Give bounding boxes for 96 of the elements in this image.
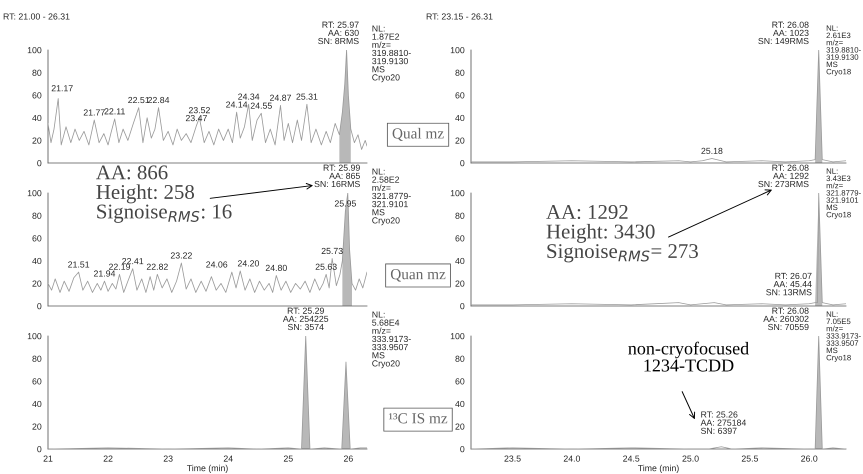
annotation: 21.51 xyxy=(68,261,90,268)
y-tick-label: 60 xyxy=(32,92,42,98)
annotation: 22.84 xyxy=(148,96,170,104)
y-tick-label: 60 xyxy=(455,235,464,242)
x-tick-label: 24 xyxy=(224,455,233,462)
y-tick-label: 80 xyxy=(32,356,42,362)
y-tick-label: 80 xyxy=(455,70,464,76)
y-tick-label: 80 xyxy=(455,356,464,362)
text: NL: 1.87E2 m/z= 319.8810- 319.9130 MS Cryo20 xyxy=(372,25,411,82)
x-tick-label: 25.0 xyxy=(682,455,699,462)
text: Qual mz xyxy=(392,128,444,141)
annotation: RT: 26.08 AA: 1292 SN: 273RMS xyxy=(758,164,809,188)
text: NL: 5.68E4 m/z= 333.9173- 333.9507 MS Cryo20 xyxy=(372,311,411,368)
y-tick-label: 40 xyxy=(32,400,42,408)
y-tick-label: 20 xyxy=(32,137,42,144)
annotation: RT: 26.08 AA: 260302 SN: 70559 xyxy=(763,308,809,330)
annotation: 22.82 xyxy=(146,264,168,270)
y-tick-label: 0 xyxy=(37,446,42,452)
y-tick-label: 40 xyxy=(32,114,42,122)
y-tick-label: 60 xyxy=(32,378,42,384)
annotation: RT: 25.26 AA: 275184 SN: 6397 xyxy=(700,411,746,434)
annotation: 22.51 xyxy=(128,96,150,104)
x-tick-label: 25.5 xyxy=(742,455,758,462)
y-tick-label: 100 xyxy=(28,190,42,196)
annotation: AA: 866 Height: 258 Signoise$_{RMS}$: 16 xyxy=(96,165,232,223)
x-axis-title: Time (min) xyxy=(638,464,679,473)
y-tick-label: 0 xyxy=(37,303,42,310)
text: ¹³C IS mz xyxy=(388,413,448,424)
y-tick-label: 0 xyxy=(460,160,464,166)
annotation: 22.11 xyxy=(104,108,125,114)
y-tick-label: 20 xyxy=(455,423,464,430)
line-series xyxy=(48,50,367,150)
x-axis-title: Time (min) xyxy=(186,464,228,473)
y-tick-label: 100 xyxy=(28,47,42,54)
x-tick-label: 22 xyxy=(104,455,113,462)
annotation: 25.31 xyxy=(296,94,318,100)
annotation: RT: 26.07 AA: 45.44 SN: 13RMS xyxy=(766,272,812,296)
annotation: 21.17 xyxy=(52,85,73,92)
y-tick-label: 0 xyxy=(460,303,464,310)
x-tick-label: 21 xyxy=(44,455,52,462)
chart-title: RT: 21.00 - 26.31 xyxy=(4,13,70,20)
annotation: 25.63 xyxy=(316,264,337,270)
y-tick-label: 60 xyxy=(455,378,464,384)
x-tick-label: 23 xyxy=(164,455,173,462)
y-tick-label: 40 xyxy=(455,114,464,122)
chart-title: RT: 23.15 - 26.31 xyxy=(426,13,493,20)
text: NL: 2.58E2 m/z= 321.8779- 321.9101 MS Cryo20 xyxy=(372,168,411,226)
y-tick-label: 0 xyxy=(460,446,464,452)
annotation: 24.87 xyxy=(270,94,291,101)
annotation: non-cryofocused 1234-TCDD xyxy=(628,342,749,372)
y-tick-label: 100 xyxy=(28,333,42,340)
annotation: AA: 1292 Height: 3430 Signoise$_{RMS}$= 273 xyxy=(546,204,698,262)
annotation: 25.73 xyxy=(322,248,343,254)
y-tick-label: 60 xyxy=(455,92,464,98)
line-series xyxy=(48,336,367,449)
annotation: 23.52 xyxy=(188,107,210,114)
annotation: 21.94 xyxy=(94,270,116,277)
annotation: 22.19 xyxy=(108,264,130,270)
y-tick-label: 40 xyxy=(32,258,42,264)
annotation: 24.34 xyxy=(238,94,260,100)
annotation: RT: 26.08 AA: 1023 SN: 149RMS xyxy=(758,22,809,44)
y-tick-label: 40 xyxy=(455,400,464,408)
y-tick-label: 20 xyxy=(32,423,42,430)
annotation: 24.20 xyxy=(238,260,260,266)
y-tick-label: 0 xyxy=(37,160,42,166)
x-tick-label: 24.5 xyxy=(623,455,640,462)
annotation: 23.22 xyxy=(170,252,192,259)
annotation: 25.18 xyxy=(701,148,722,154)
annotation: 22.41 xyxy=(122,258,144,264)
annotation: 24.80 xyxy=(266,264,287,271)
y-tick-label: 100 xyxy=(450,333,464,340)
x-tick-label: 26.0 xyxy=(801,455,818,462)
annotation: RT: 25.97 AA: 630 SN: 8RMS xyxy=(318,22,359,44)
annotation: 21.77 xyxy=(84,109,105,116)
x-tick-label: 26 xyxy=(344,455,353,462)
annotation: RT: 25.29 AA: 254225 SN: 3574 xyxy=(282,308,328,330)
y-tick-label: 20 xyxy=(455,137,464,144)
annotation: 24.14 xyxy=(226,101,248,108)
y-tick-label: 40 xyxy=(455,258,464,264)
y-tick-label: 100 xyxy=(450,47,464,54)
y-tick-label: 60 xyxy=(32,235,42,242)
annotation: 23.47 xyxy=(186,115,207,122)
x-tick-label: 24.0 xyxy=(564,455,580,462)
y-tick-label: 20 xyxy=(455,280,464,287)
annotation: 24.06 xyxy=(206,261,228,268)
y-tick-label: 80 xyxy=(32,212,42,219)
y-tick-label: 80 xyxy=(455,212,464,219)
y-tick-label: 100 xyxy=(450,190,464,196)
annotation: 24.55 xyxy=(250,102,272,109)
text: Quan mz xyxy=(390,269,446,282)
y-tick-label: 20 xyxy=(32,280,42,287)
x-tick-label: 23.5 xyxy=(504,455,521,462)
y-tick-label: 80 xyxy=(32,70,42,76)
annotation: 25.95 xyxy=(334,200,356,207)
annotation: RT: 25.99 AA: 865 SN: 16RMS xyxy=(314,164,360,188)
x-tick-label: 25 xyxy=(284,455,293,462)
